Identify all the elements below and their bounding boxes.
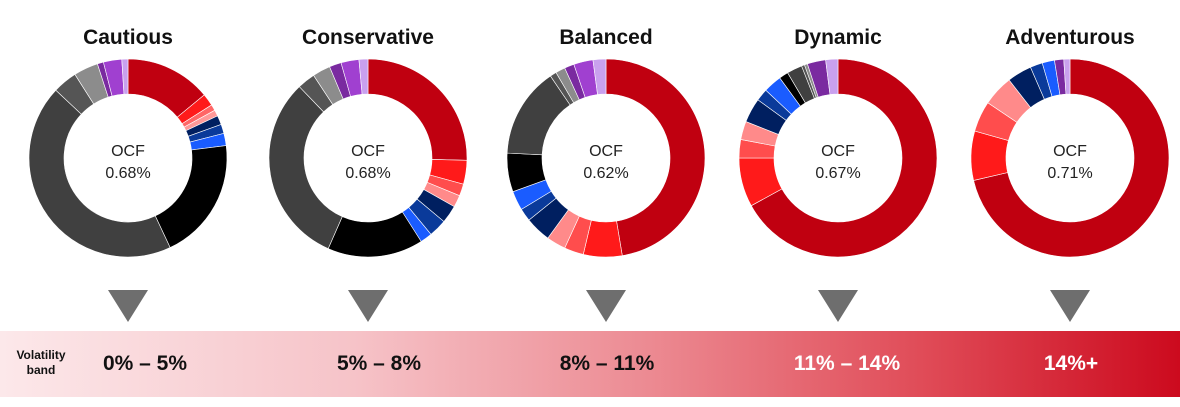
donut-slice: [592, 58, 607, 95]
portfolio-donut-charts: Cautious OCF 0.68% Conservative OCF 0.68% Bala…: [28, 26, 1170, 322]
donut-chart-balanced: Balanced OCF 0.62%: [506, 26, 706, 322]
donut-chart-conservative: Conservative OCF 0.68%: [268, 26, 468, 322]
chart-title: Adventurous: [1005, 26, 1135, 49]
donut-slice: [268, 86, 343, 250]
donut-chart-dynamic: Dynamic OCF 0.67%: [738, 26, 938, 322]
donut-slice: [825, 58, 839, 95]
ocf-value: 0.68%: [105, 165, 150, 182]
down-arrow-icon: [1050, 290, 1090, 322]
volatility-band-bar: Volatility band 0% – 5% 5% – 8% 8% – 11%…: [0, 331, 1180, 397]
down-arrow-icon: [108, 290, 148, 322]
volatility-band-cautious: 0% – 5%: [102, 352, 188, 375]
volatility-band-conservative: 5% – 8%: [336, 352, 422, 375]
donut-slice: [358, 58, 369, 95]
ocf-label: OCF: [1053, 143, 1087, 160]
donut-slice: [605, 58, 706, 256]
chart-title: Balanced: [559, 26, 652, 49]
ocf-value: 0.62%: [583, 165, 628, 182]
ocf-value: 0.67%: [815, 165, 860, 182]
donut-slice: [121, 58, 129, 95]
ocf-value: 0.68%: [345, 165, 390, 182]
volatility-band-balanced: 8% – 11%: [559, 352, 655, 375]
down-arrow-icon: [586, 290, 626, 322]
donut-slice: [28, 89, 171, 258]
down-arrow-icon: [818, 290, 858, 322]
chart-title: Conservative: [302, 26, 434, 49]
donut-slice: [750, 58, 938, 258]
chart-title: Cautious: [83, 26, 173, 49]
ocf-label: OCF: [351, 143, 385, 160]
donut-slice: [973, 58, 1170, 258]
ocf-label: OCF: [111, 143, 145, 160]
ocf-value: 0.71%: [1047, 165, 1092, 182]
donut-slice: [1063, 58, 1071, 95]
volatility-band-dynamic: 11% – 14%: [793, 352, 901, 375]
ocf-label: OCF: [821, 143, 855, 160]
donut-slice: [154, 145, 228, 248]
volatility-band-label: Volatility band: [16, 348, 66, 377]
donut-chart-adventurous: Adventurous OCF 0.71%: [970, 26, 1170, 322]
ocf-label: OCF: [589, 143, 623, 160]
chart-title: Dynamic: [794, 26, 882, 49]
down-arrow-icon: [348, 290, 388, 322]
donut-chart-cautious: Cautious OCF 0.68%: [28, 26, 228, 322]
volatility-band-adventurous: 14%+: [1043, 352, 1099, 375]
